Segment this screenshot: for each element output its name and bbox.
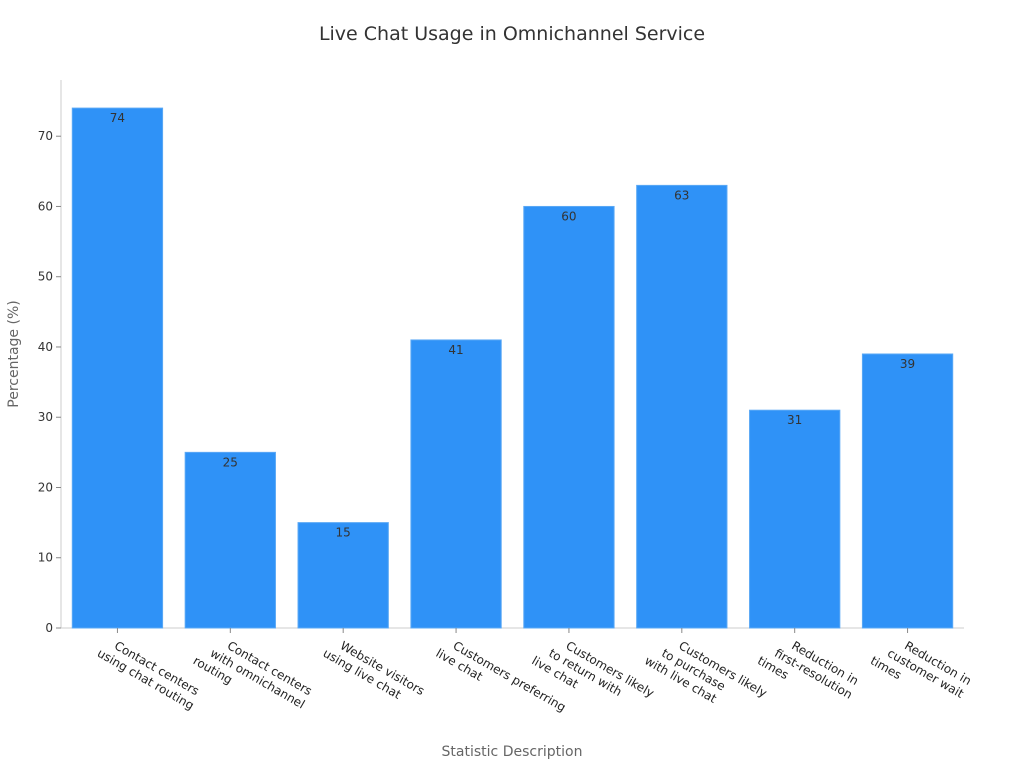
data-label: 63 [674, 188, 689, 202]
y-tick-label: 70 [38, 129, 53, 143]
x-tick-label: Reduction infirst-resolutiontimes [755, 627, 862, 714]
y-tick-label: 40 [38, 340, 53, 354]
x-tick-label: Customers likelyto return withlive chat [529, 627, 656, 726]
bar [861, 353, 954, 629]
x-tick-label: Contact centerswith omnichannelrouting [191, 627, 315, 724]
y-tick-label: 30 [38, 410, 53, 424]
y-tick-label: 0 [45, 621, 53, 635]
bar [523, 205, 615, 629]
bar [297, 522, 389, 629]
data-label: 31 [787, 413, 802, 427]
y-tick-label: 60 [38, 199, 53, 213]
y-tick-label: 10 [38, 551, 53, 565]
x-tick-label: Reduction incustomer waittimes [868, 627, 974, 714]
x-tick-label: Contact centersusing chat routing [95, 633, 204, 713]
data-label: 74 [110, 111, 125, 125]
data-label: 39 [900, 357, 915, 371]
x-tick-label: Customers likelyto purchasewith live cha… [642, 627, 769, 726]
bar [636, 184, 728, 629]
x-axis-label: Statistic Description [442, 744, 583, 760]
bar [184, 451, 276, 629]
plot-area: 0 10 20 30 40 50 60 70 74 Contact centersusing ch… [38, 80, 974, 728]
data-label: 41 [448, 343, 463, 357]
x-tick-label: Customers preferringlive chat [434, 633, 569, 728]
y-tick-label: 20 [38, 480, 53, 494]
y-tick-label: 50 [38, 270, 53, 284]
chart-title: Live Chat Usage in Omnichannel Service [319, 23, 705, 45]
bar [410, 339, 502, 629]
y-axis-label: Percentage (%) [6, 300, 22, 407]
data-label: 25 [223, 455, 238, 469]
x-tick-label: Website visitorsusing live chat [321, 633, 427, 711]
data-label: 15 [336, 526, 351, 540]
bar [749, 409, 841, 629]
bar [71, 107, 164, 629]
data-label: 60 [561, 209, 576, 223]
